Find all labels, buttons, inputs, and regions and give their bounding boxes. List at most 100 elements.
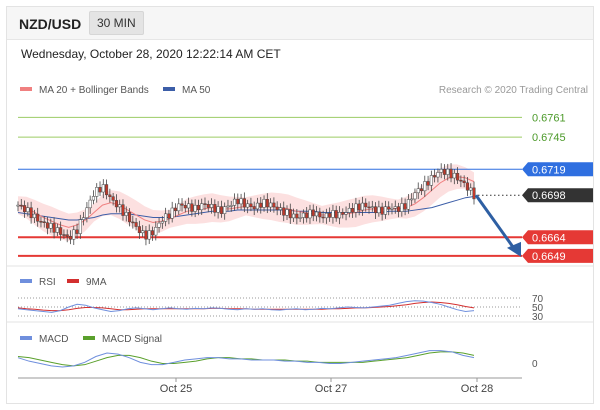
candle-body [219,206,223,214]
legend-label-price-1: MA 50 [182,85,211,96]
candle-body [118,204,122,208]
legend-swatch-macd-1 [83,336,95,340]
candle-body [187,203,191,209]
candle-body [147,230,151,240]
level-label-4: 0.6664 [532,232,566,244]
candle-body [452,172,456,179]
candle-body [272,202,276,208]
candle-body [387,206,391,210]
candle-body [173,207,178,212]
level-label-0: 0.6761 [532,112,566,124]
candle-body [16,204,20,207]
candle-body [29,207,33,219]
candle-body [72,229,76,240]
level-label-3: 0.6698 [532,190,566,202]
x-axis-tick-2: Oct 28 [461,383,493,395]
candle-body [68,235,73,240]
candle-body [19,204,23,207]
candle-body [213,204,217,213]
legend-swatch-rsi-1 [67,279,79,283]
candle-body [62,234,66,236]
candle-body [360,202,365,211]
candle-body [328,213,332,218]
macd-signal-line [17,351,475,367]
forecast-arrow-head [507,241,521,257]
candle-body [242,198,246,208]
level-label-5: 0.6649 [532,251,566,263]
candle-body [26,207,30,213]
candle-body [127,212,132,223]
candle-body [196,204,200,211]
candle-body [331,210,335,218]
candle-body [357,203,361,211]
candle-body [216,206,220,213]
timeframe-button[interactable]: 30 MIN [89,11,144,35]
candle-body [403,203,407,210]
candle-body [396,206,401,212]
candle-body [393,206,397,209]
candle-body [354,203,358,213]
candle-body [114,200,118,208]
candle-body [314,211,319,217]
candle-body [337,212,342,219]
candle-body [105,184,109,196]
candle-body [167,213,171,219]
legend-swatch-rsi-0 [20,279,32,283]
candle-body [439,169,443,173]
candle-body [400,203,404,212]
candle-body [177,203,181,212]
candle-body [255,202,260,210]
legend-label-macd-0: MACD [39,334,68,345]
candle-body [32,213,36,219]
candle-body [370,206,374,208]
candle-body [226,205,230,208]
candle-body [95,187,99,197]
x-axis-tick-0: Oct 25 [160,383,192,395]
candle-body [91,196,96,201]
candle-body [190,203,194,212]
chart-credit: Research © 2020 Trading Central [439,85,588,96]
bollinger-band-layer [18,164,474,242]
series-layer [16,163,521,368]
candle-body [324,213,328,219]
legend-swatch-price-1 [163,87,175,91]
candle-body [442,169,447,175]
candle-body [206,204,210,208]
candle-body [137,226,141,234]
candle-body [203,203,207,205]
candle-body [334,210,338,219]
legend-swatch-macd-0 [20,336,32,340]
candle-body [193,204,197,212]
candle-body [351,208,355,213]
candle-body [285,209,289,216]
legend-label-rsi-0: RSI [39,277,56,288]
candle-body [55,227,59,233]
level-tag-4 [522,230,593,245]
candle-body [282,207,286,216]
candle-body [269,202,273,208]
candle-body [150,230,155,236]
rsi-tick-0: 70 [532,294,544,305]
candle-body [82,217,86,220]
candle-body [265,199,269,208]
candle-body [23,205,27,213]
level-label-1: 0.6745 [532,132,566,144]
candle-body [259,202,263,208]
candle-body [288,209,292,219]
candle-body [108,194,112,197]
legend-label-price-0: MA 20 + Bollinger Bands [39,85,149,96]
candle-body [239,198,243,205]
candle-body [144,230,148,240]
candle-body [308,209,312,219]
candle-body [45,222,50,229]
candle-body [52,223,56,233]
candle-body [383,206,387,215]
grid-layer [7,265,593,382]
candle-body [416,188,420,194]
chart-header: NZD/USD 30 MIN [7,7,593,40]
forecast-arrow-shaft [474,194,517,251]
candle-body [429,175,433,186]
candle-body [321,216,325,219]
candle-body [423,181,427,192]
